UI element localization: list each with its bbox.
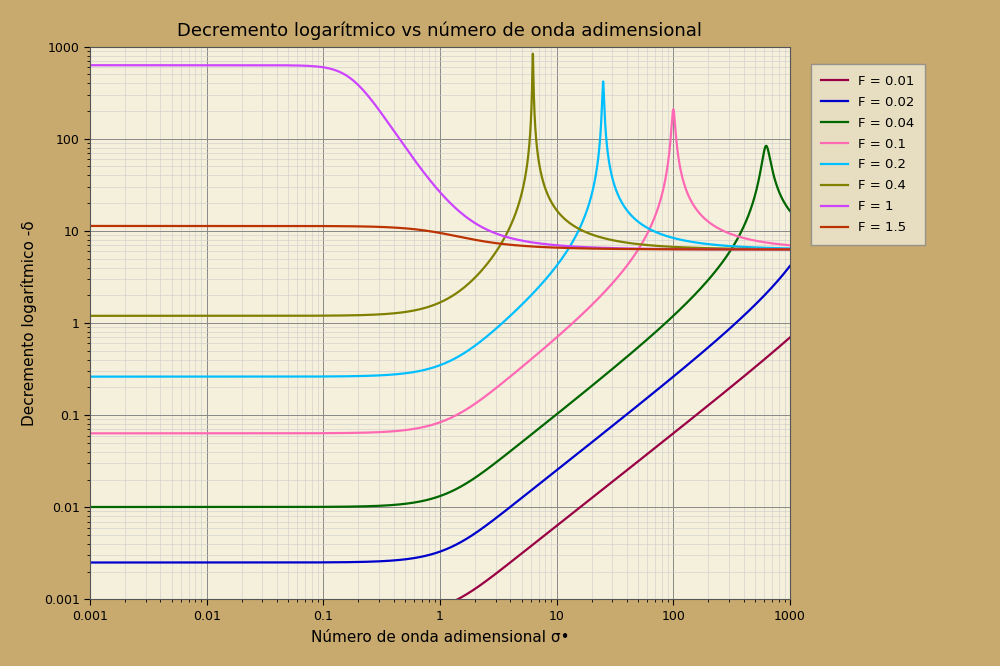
Line: F = 0.4: F = 0.4 [90, 54, 790, 316]
F = 1 [533, 239, 545, 247]
F = 0.04 [533, 424, 545, 432]
F = 0.04 [585, 382, 597, 390]
F = 0.04 [415, 498, 427, 505]
F = 0.1 [415, 424, 427, 432]
Legend: F = 0.01, F = 0.02, F = 0.04, F = 0.1, F = 0.2, F = 0.4, F = 1, F = 1.5: F = 0.01, F = 0.02, F = 0.04, F = 0.1, F… [811, 65, 925, 245]
F = 0.1 [533, 348, 545, 356]
F = 1 [784, 246, 796, 254]
F = 0.04 [760, 142, 772, 150]
Line: F = 1: F = 1 [90, 65, 790, 250]
F = 0.02 [784, 262, 796, 270]
F = 0.1 [84, 430, 96, 438]
F = 0.04 [84, 503, 96, 511]
F = 1.5 [507, 241, 519, 249]
F = 0.01 [258, 614, 270, 622]
F = 0.01 [533, 535, 545, 543]
F = 1.5 [585, 244, 597, 252]
F = 1 [585, 243, 597, 251]
F = 0.2 [84, 373, 96, 381]
F = 0.4 [84, 312, 96, 320]
F = 0.2 [533, 282, 545, 290]
F = 0.04 [507, 445, 519, 453]
F = 0.04 [739, 220, 751, 228]
F = 0.2 [258, 372, 270, 380]
F = 0.02 [415, 553, 427, 561]
F = 0.4 [784, 245, 796, 253]
F = 0.1 [667, 105, 679, 113]
F = 0.01 [84, 614, 96, 622]
F = 0.4 [585, 230, 597, 238]
F = 0.01 [739, 372, 751, 380]
F = 0.02 [533, 480, 545, 488]
Line: F = 0.02: F = 0.02 [90, 266, 790, 563]
F = 0.2 [585, 192, 597, 200]
F = 0.4 [258, 312, 270, 320]
F = 0.1 [507, 370, 519, 378]
F = 0.4 [415, 305, 427, 313]
F = 0.1 [585, 302, 597, 310]
Line: F = 0.2: F = 0.2 [90, 81, 790, 377]
F = 1.5 [415, 226, 427, 234]
F = 1 [84, 61, 96, 69]
F = 0.02 [258, 559, 270, 567]
F = 0.02 [585, 439, 597, 447]
F = 0.1 [739, 234, 751, 242]
F = 1 [415, 165, 427, 172]
F = 0.01 [784, 334, 796, 342]
F = 1.5 [258, 222, 270, 230]
F = 0.2 [415, 367, 427, 375]
F = 0.04 [258, 503, 270, 511]
F = 1.5 [533, 243, 545, 251]
Line: F = 0.04: F = 0.04 [90, 146, 790, 507]
F = 0.02 [739, 311, 751, 319]
F = 0.01 [415, 608, 427, 616]
F = 0.4 [533, 161, 545, 169]
F = 1 [258, 61, 270, 69]
F = 0.02 [507, 501, 519, 509]
F = 0.2 [739, 243, 751, 251]
Line: F = 1.5: F = 1.5 [90, 226, 790, 250]
F = 0.1 [784, 241, 796, 249]
F = 0.1 [258, 430, 270, 438]
F = 0.2 [507, 309, 519, 317]
F = 1 [739, 245, 751, 253]
F = 1.5 [784, 246, 796, 254]
F = 0.04 [784, 207, 796, 215]
F = 0.4 [507, 215, 519, 223]
F = 1.5 [739, 246, 751, 254]
Title: Decremento logarítmico vs número de onda adimensional: Decremento logarítmico vs número de onda… [177, 21, 702, 39]
F = 0.2 [597, 77, 609, 85]
F = 0.01 [585, 494, 597, 502]
F = 0.4 [739, 245, 751, 253]
F = 0.01 [507, 556, 519, 564]
X-axis label: Número de onda adimensional σ•: Número de onda adimensional σ• [311, 630, 569, 645]
Line: F = 0.1: F = 0.1 [90, 109, 790, 434]
Y-axis label: Decremento logarítmico -δ: Decremento logarítmico -δ [21, 220, 37, 426]
F = 1 [507, 234, 519, 242]
F = 0.4 [527, 50, 539, 58]
F = 0.02 [84, 559, 96, 567]
Line: F = 0.01: F = 0.01 [90, 338, 790, 618]
F = 1.5 [84, 222, 96, 230]
F = 0.2 [784, 244, 796, 252]
